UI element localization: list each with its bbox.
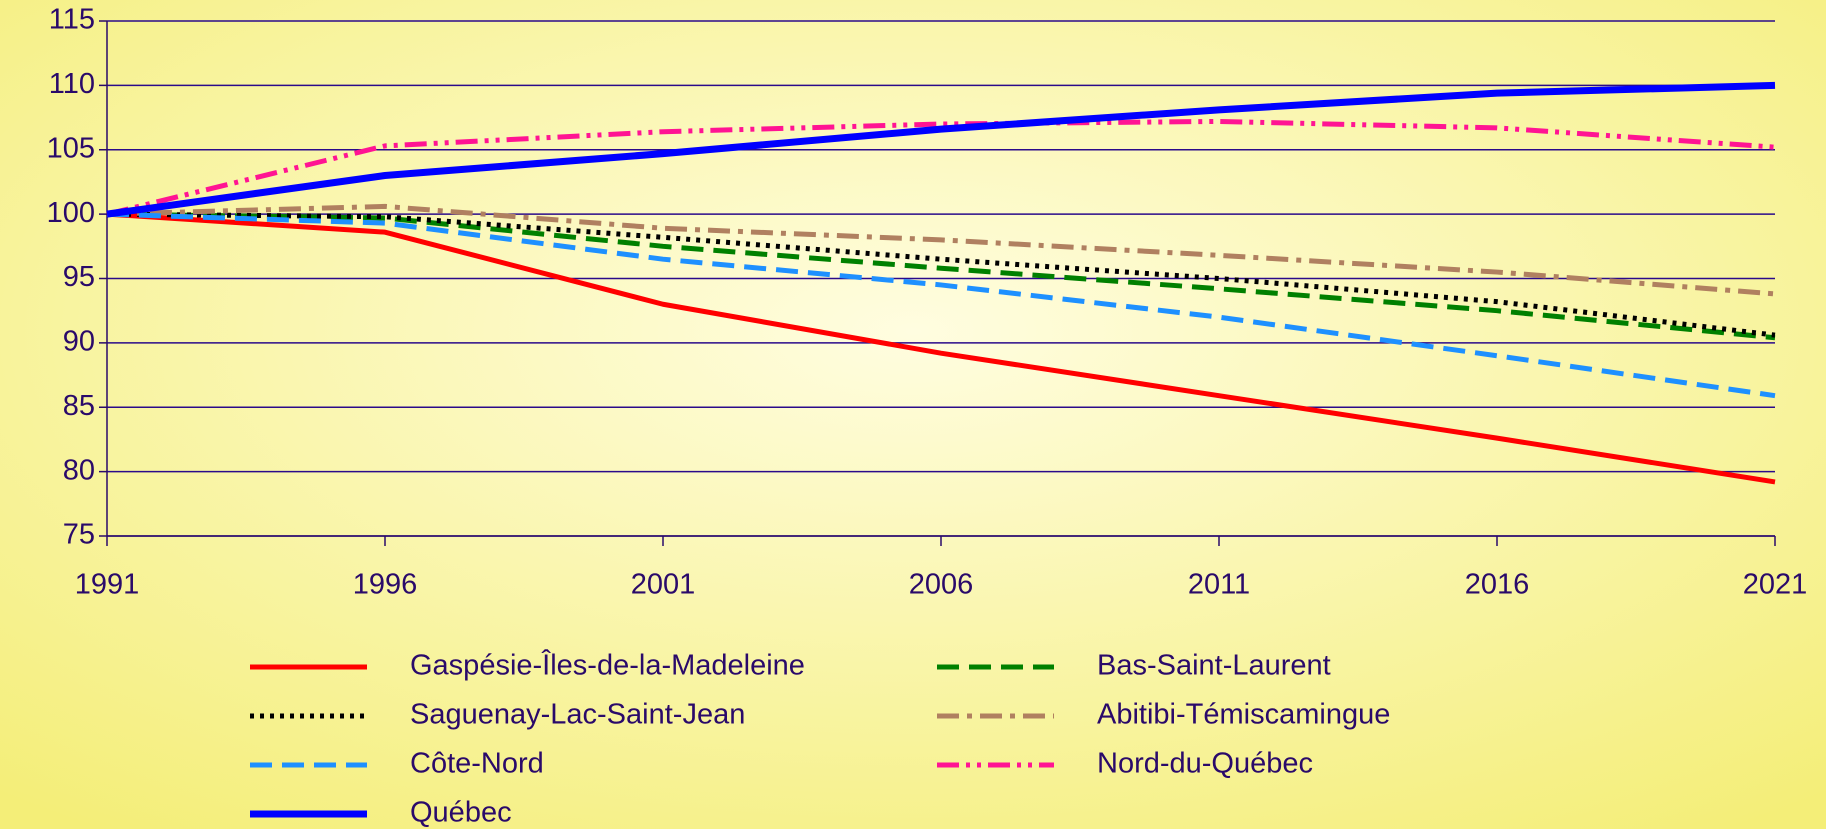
legend-label: Nord-du-Québec [1097, 748, 1313, 780]
x-tick-label: 2016 [1465, 569, 1530, 601]
y-tick-label: 105 [47, 132, 95, 164]
x-tick-label: 2011 [1188, 569, 1250, 601]
series-line [106, 81, 1776, 218]
series-line [106, 211, 1776, 485]
y-tick-label: 115 [49, 4, 95, 36]
x-tick-label: 1996 [353, 569, 418, 601]
legend-label: Abitibi-Témiscamingue [1097, 699, 1390, 731]
y-tick-label: 75 [63, 519, 95, 551]
y-tick-label: 85 [63, 390, 95, 422]
x-tick-label: 1991 [75, 569, 140, 601]
y-tick-label: 80 [63, 454, 95, 486]
x-tick-label: 2001 [631, 569, 696, 601]
series-line [106, 211, 1776, 341]
series-line [106, 211, 1776, 338]
y-tick-label: 90 [63, 326, 95, 358]
series-line [106, 118, 1776, 217]
x-tick-label: 2006 [909, 569, 974, 601]
legend-label: Gaspésie-Îles-de-la-Madeleine [410, 649, 805, 682]
y-tick-label: 95 [63, 261, 95, 293]
x-tick-label: 2021 [1743, 569, 1808, 601]
legend-label: Bas-Saint-Laurent [1097, 650, 1331, 682]
legend-label: Québec [410, 797, 512, 829]
legend-label: Saguenay-Lac-Saint-Jean [410, 699, 745, 731]
series-line [106, 211, 1776, 399]
y-tick-label: 110 [49, 68, 95, 100]
y-tick-label: 100 [47, 197, 95, 229]
legend-label: Côte-Nord [410, 748, 544, 780]
series-line [106, 203, 1776, 297]
